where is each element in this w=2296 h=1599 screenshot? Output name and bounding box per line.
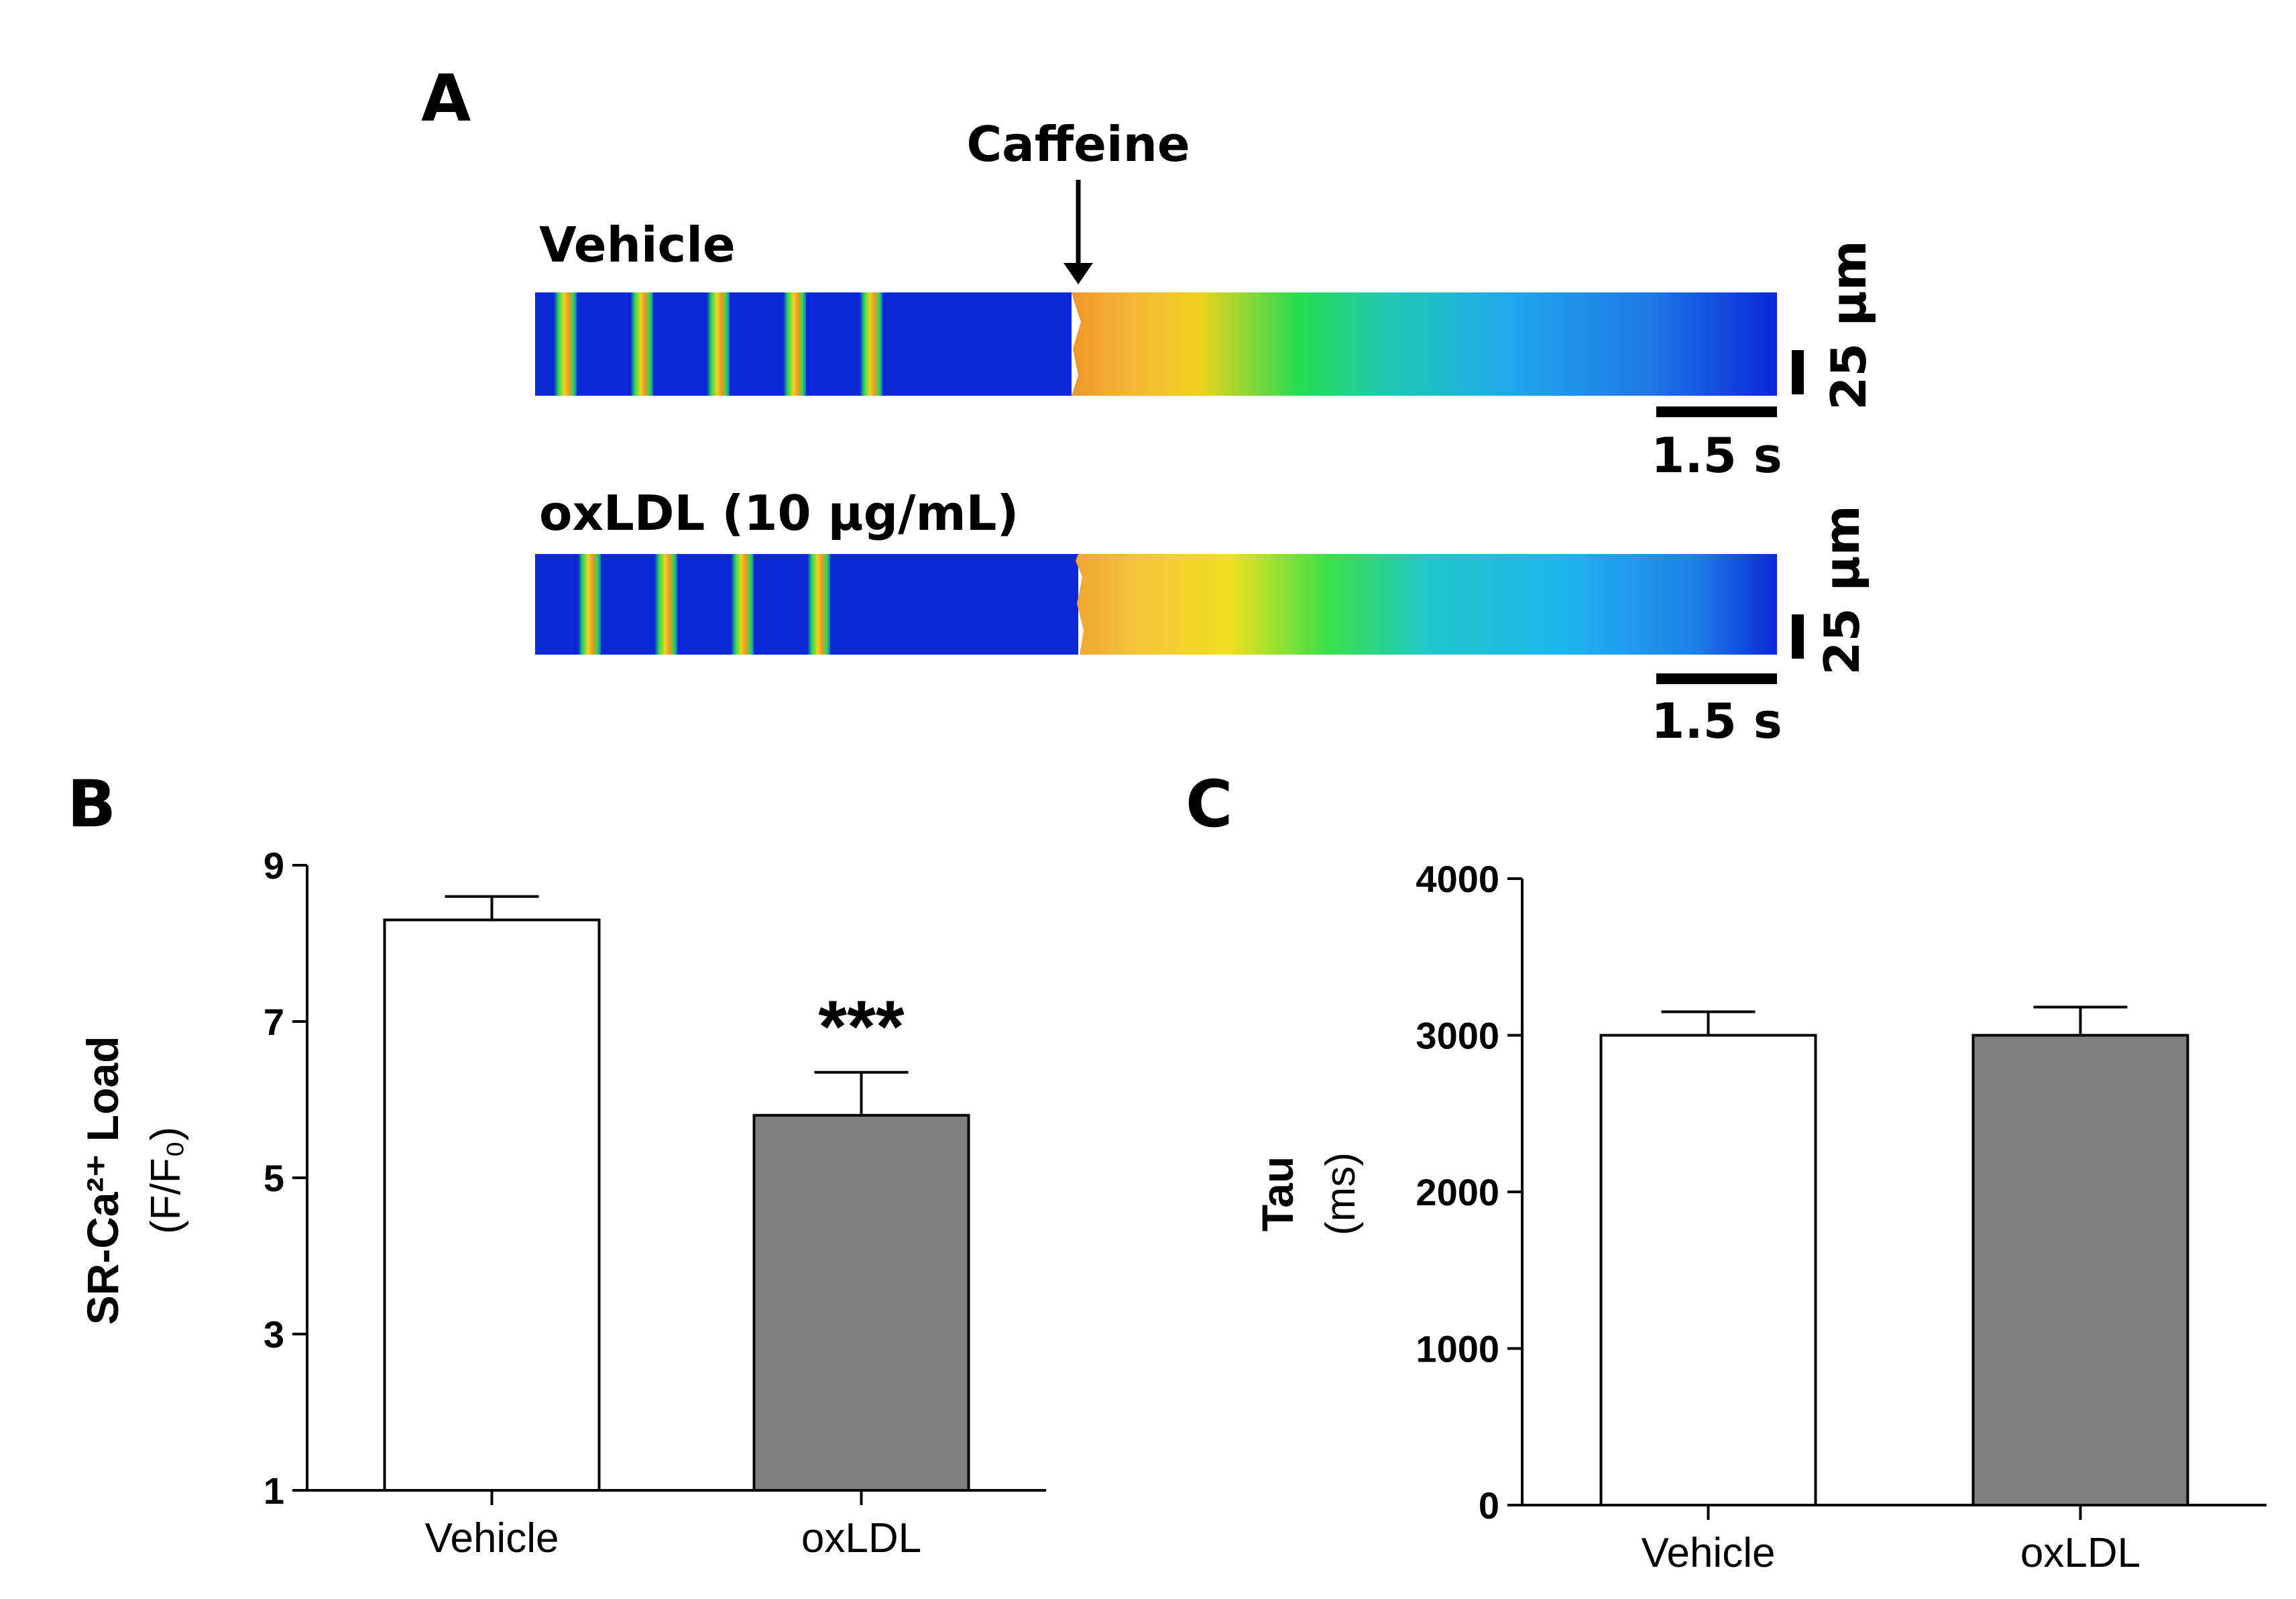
- oxldl-linescan-label: oxLDL (10 µg/mL): [539, 485, 1019, 541]
- caffeine-label: Caffeine: [966, 116, 1190, 172]
- vehicle-transient-4: [783, 292, 806, 396]
- chart-c-ylabel-unit: (ms): [1318, 1152, 1364, 1235]
- vehicle-space-scale-label: 25 µm: [1821, 240, 1877, 410]
- caffeine-arrow: [1064, 180, 1093, 284]
- chart-c-category-label: Vehicle: [1642, 1530, 1776, 1576]
- chart-b-ylabel-main: SR-Ca²⁺ Load: [78, 1036, 127, 1325]
- vehicle-transient-2: [630, 292, 653, 396]
- chart-b-y-tick-label: 1: [264, 1470, 284, 1512]
- oxldl-time-scale-label: 1.5 s: [1651, 693, 1782, 749]
- vehicle-time-scale-bar: [1656, 406, 1777, 417]
- oxldl-space-scale-bar: [1792, 614, 1804, 659]
- vehicle-linescan-image: [535, 292, 1777, 396]
- vehicle-time-scale-label: 1.5 s: [1651, 427, 1782, 484]
- chart-c-bar-oxldl: [1971, 1034, 2189, 1506]
- vehicle-linescan-label: Vehicle: [539, 217, 736, 273]
- oxldl-linescan-baseline: [535, 554, 1078, 655]
- vehicle-transient-1: [554, 292, 577, 396]
- chart-b-significance-marker: ***: [818, 986, 905, 1068]
- vehicle-caffeine-response: [1072, 292, 1777, 396]
- sr-ca-load-chart: 1 3 5 7 9 Vehicle oxLDL ***: [264, 844, 1046, 1561]
- oxldl-time-scale-bar: [1656, 673, 1777, 684]
- chart-c-category-label: oxLDL: [2020, 1530, 2140, 1576]
- chart-b-bar-oxldl: [752, 1113, 970, 1492]
- oxldl-linescan-image: [535, 554, 1777, 655]
- chart-b-y-tick-label: 3: [264, 1313, 284, 1356]
- chart-c-bar-vehicle: [1599, 1034, 1817, 1506]
- chart-c-y-tick-label: 2000: [1416, 1171, 1499, 1213]
- oxldl-transient-2: [654, 554, 677, 655]
- chart-b-y-tick-label: 7: [264, 1001, 284, 1043]
- chart-b-category-label: Vehicle: [425, 1515, 559, 1561]
- oxldl-transient-1: [578, 554, 601, 655]
- vehicle-transient-5: [860, 292, 882, 396]
- chart-b-ylabel-unit: (F/F₀): [143, 1127, 189, 1234]
- chart-c-y-tick-label: 0: [1479, 1484, 1499, 1527]
- tau-chart: 0 1000 2000 3000 4000 Vehicle oxLDL: [1416, 858, 2266, 1576]
- panel-a-letter: A: [421, 61, 471, 136]
- chart-c-y-tick-label: 4000: [1416, 858, 1499, 900]
- oxldl-caffeine-response: [1076, 554, 1777, 655]
- oxldl-transient-4: [807, 554, 830, 655]
- chart-c-y-tick-label: 3000: [1416, 1015, 1499, 1057]
- chart-b-category-label: oxLDL: [801, 1515, 921, 1561]
- vehicle-space-scale-bar: [1792, 350, 1804, 394]
- chart-b-bar-vehicle: [383, 918, 601, 1492]
- chart-c-y-tick-label: 1000: [1416, 1328, 1499, 1370]
- oxldl-transient-3: [731, 554, 754, 655]
- panel-b-letter: B: [67, 767, 116, 842]
- chart-c-ylabel-main: Tau: [1253, 1156, 1302, 1231]
- chart-b-y-tick-label: 9: [264, 844, 284, 887]
- chart-b-y-tick-label: 5: [264, 1157, 284, 1199]
- oxldl-space-scale-label: 25 µm: [1814, 505, 1870, 675]
- vehicle-transient-3: [707, 292, 730, 396]
- panel-c-letter: C: [1186, 767, 1232, 842]
